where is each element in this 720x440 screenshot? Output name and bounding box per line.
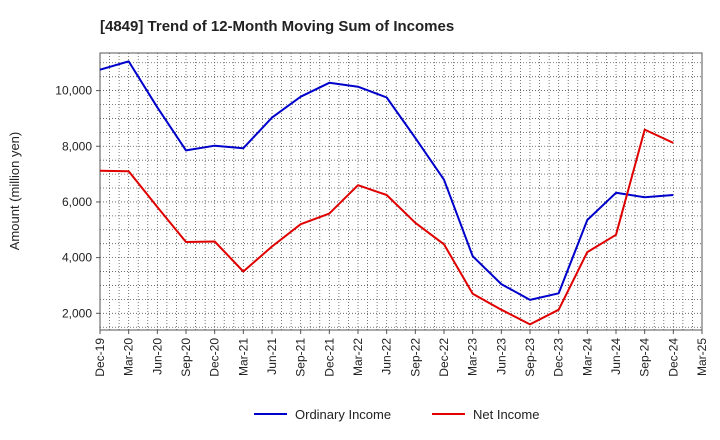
x-tick-label: Jun-24 — [609, 338, 623, 375]
x-tick-label: Jun-21 — [265, 338, 279, 375]
x-tick-label: Dec-21 — [322, 338, 336, 377]
x-tick-label: Dec-24 — [666, 338, 680, 377]
y-tick-label: 2,000 — [62, 306, 92, 320]
y-tick-label: 4,000 — [62, 251, 92, 265]
x-tick-label: Sep-22 — [408, 338, 422, 377]
x-tick-label: Mar-22 — [351, 338, 365, 376]
x-tick-label: Jun-20 — [150, 338, 164, 375]
y-axis-label: Amount (million yen) — [7, 132, 22, 251]
x-axis-ticks: Dec-19 Mar-20 Jun-20 Sep-20 Dec-20 Mar-21 Jun-… — [93, 330, 709, 377]
legend-label-net-income: Net Income — [473, 407, 539, 422]
x-tick-label: Jun-22 — [380, 338, 394, 375]
x-tick-label: Mar-21 — [236, 338, 250, 376]
y-tick-label: 10,000 — [55, 84, 92, 98]
x-tick-label: Sep-21 — [294, 338, 308, 377]
x-tick-label: Mar-23 — [466, 338, 480, 376]
x-tick-label: Mar-25 — [695, 338, 709, 376]
x-tick-label: Mar-20 — [122, 338, 136, 376]
plot-frame — [99, 52, 703, 331]
x-tick-label: Mar-24 — [580, 338, 594, 376]
y-axis-ticks: 2,000 4,000 6,000 8,000 10,000 — [55, 84, 100, 320]
y-tick-label: 8,000 — [62, 139, 92, 153]
x-tick-label: Sep-24 — [638, 338, 652, 377]
x-tick-label: Dec-22 — [437, 338, 451, 377]
series-lines — [99, 60, 674, 326]
legend: Ordinary Income Net Income — [254, 407, 539, 422]
grid — [100, 53, 702, 330]
series-line-net-income — [99, 128, 674, 326]
x-tick-label: Sep-23 — [523, 338, 537, 377]
x-tick-label: Jun-23 — [494, 338, 508, 375]
x-tick-label: Sep-20 — [179, 338, 193, 377]
legend-label-ordinary-income: Ordinary Income — [295, 407, 391, 422]
y-tick-label: 6,000 — [62, 195, 92, 209]
series-line-ordinary-income — [99, 60, 674, 301]
x-tick-label: Dec-23 — [552, 338, 566, 377]
x-tick-label: Dec-20 — [208, 338, 222, 377]
chart-title: [4849] Trend of 12-Month Moving Sum of I… — [100, 18, 454, 35]
x-tick-label: Dec-19 — [93, 338, 107, 377]
